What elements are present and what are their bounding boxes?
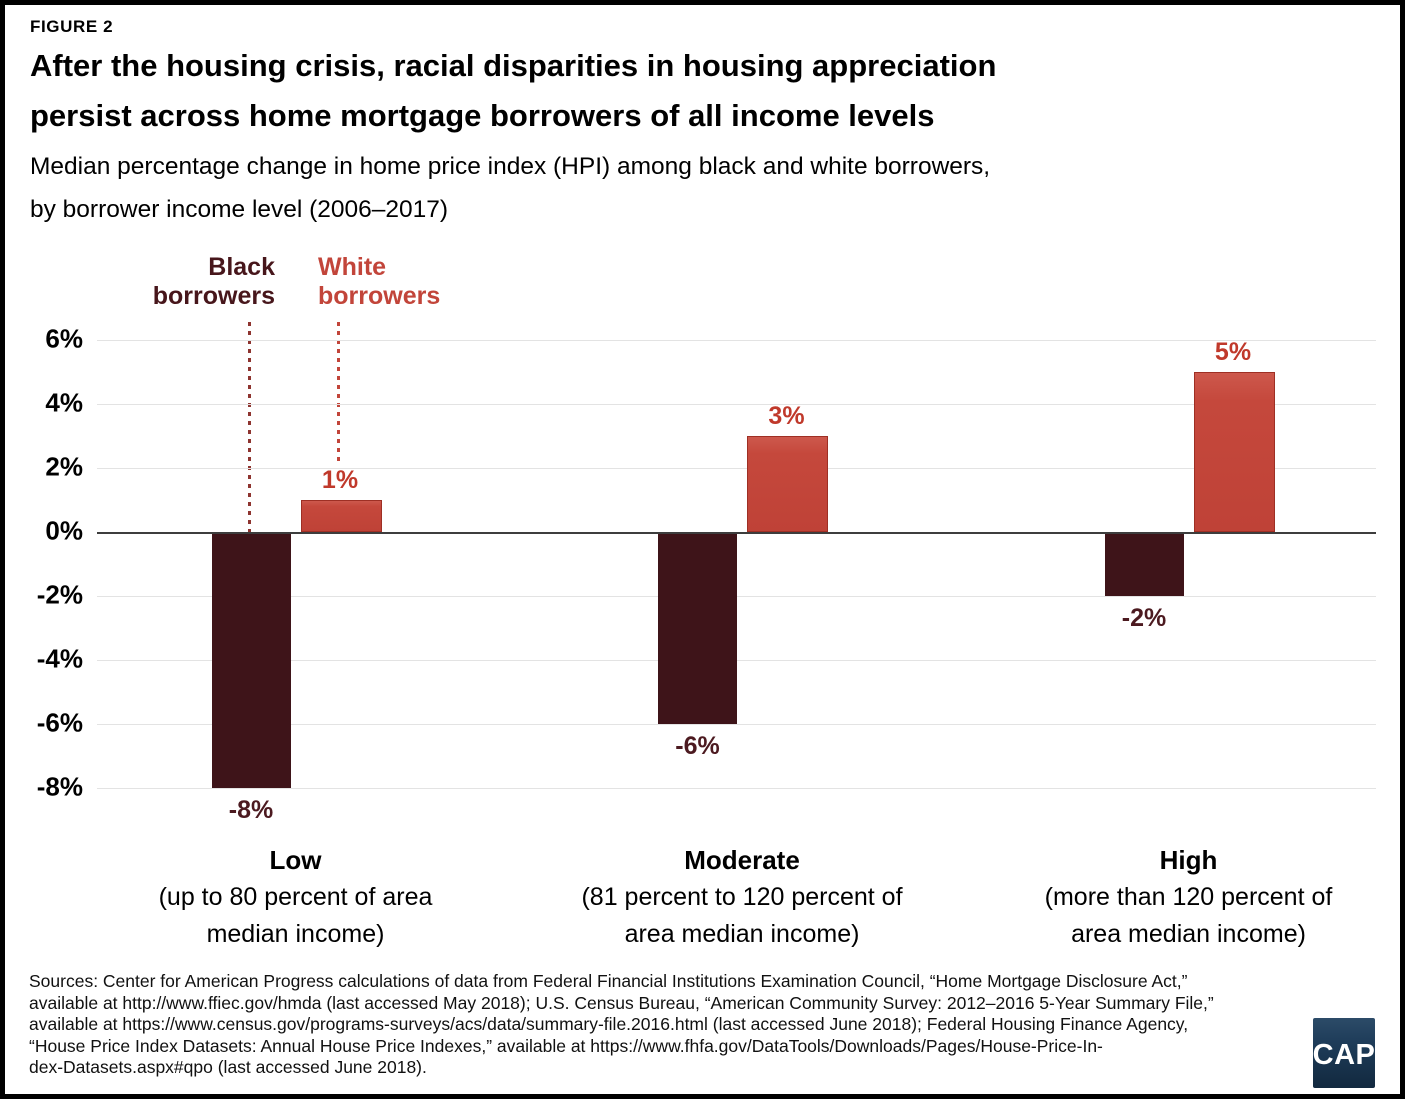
gridline--6% <box>97 724 1376 725</box>
cap-logo: CAP <box>1313 1018 1375 1088</box>
category-name: Moderate <box>684 845 800 875</box>
value-label-1%: 1% <box>321 466 359 494</box>
category-desc: (up to 80 percent of area median income) <box>158 883 433 948</box>
chart-title: After the housing crisis, racial dispari… <box>30 48 997 133</box>
gridline-4% <box>97 404 1376 405</box>
category-name: High <box>1159 845 1218 875</box>
value-label--6%: -6% <box>675 732 720 760</box>
cap-logo-text: CAP <box>1312 1038 1376 1071</box>
source-note: Sources: Center for American Progress ca… <box>29 971 1214 1078</box>
x-axis-zero-line <box>97 532 1376 534</box>
category-desc: (81 percent to 120 percent of area media… <box>581 883 903 948</box>
y-axis-tick-label-0%: 0% <box>45 515 83 546</box>
category-label-low: Low (up to 80 percent of area median inco… <box>76 841 516 953</box>
y-axis-tick-label-2%: 2% <box>45 451 83 482</box>
value-label-3%: 3% <box>768 402 805 430</box>
category-name: Low <box>269 845 322 875</box>
value-label--2%: -2% <box>1121 604 1167 632</box>
legend-black-pointer-line <box>248 322 251 532</box>
bar-black-borrowers-high <box>1104 532 1184 596</box>
legend-black-borrowers-label: Black borrowers <box>152 253 275 310</box>
y-axis-tick-label--6%: -6% <box>36 707 83 738</box>
value-label-5%: 5% <box>1214 338 1252 366</box>
gridline-2% <box>97 468 1376 469</box>
bar-white-borrowers-high <box>1193 372 1275 532</box>
bar-black-borrowers-moderate <box>658 532 737 724</box>
y-axis-tick-label--8%: -8% <box>36 771 83 802</box>
chart-subtitle: Median percentage change in home price i… <box>30 153 991 223</box>
category-label-high: High (more than 120 percent of area media… <box>969 841 1401 953</box>
gridline--8% <box>97 788 1376 789</box>
category-desc: (more than 120 percent of area median in… <box>1044 883 1333 948</box>
value-label--8%: -8% <box>228 796 274 824</box>
figure-label: FIGURE 2 <box>30 17 114 36</box>
bar-black-borrowers-low <box>211 532 291 788</box>
category-label-moderate: Moderate (81 percent to 120 percent of ar… <box>522 841 962 953</box>
y-axis-tick-label--4%: -4% <box>36 643 83 674</box>
y-axis-tick-label--2%: -2% <box>36 579 83 610</box>
bar-white-borrowers-low <box>300 500 382 532</box>
legend-white-borrowers-label: White borrowers <box>318 253 441 310</box>
gridline-6% <box>97 340 1376 341</box>
y-axis-tick-label-6%: 6% <box>45 323 83 354</box>
y-axis-tick-label-4%: 4% <box>45 387 83 418</box>
bar-white-borrowers-moderate <box>747 436 828 532</box>
legend-white-pointer-line <box>337 322 340 465</box>
